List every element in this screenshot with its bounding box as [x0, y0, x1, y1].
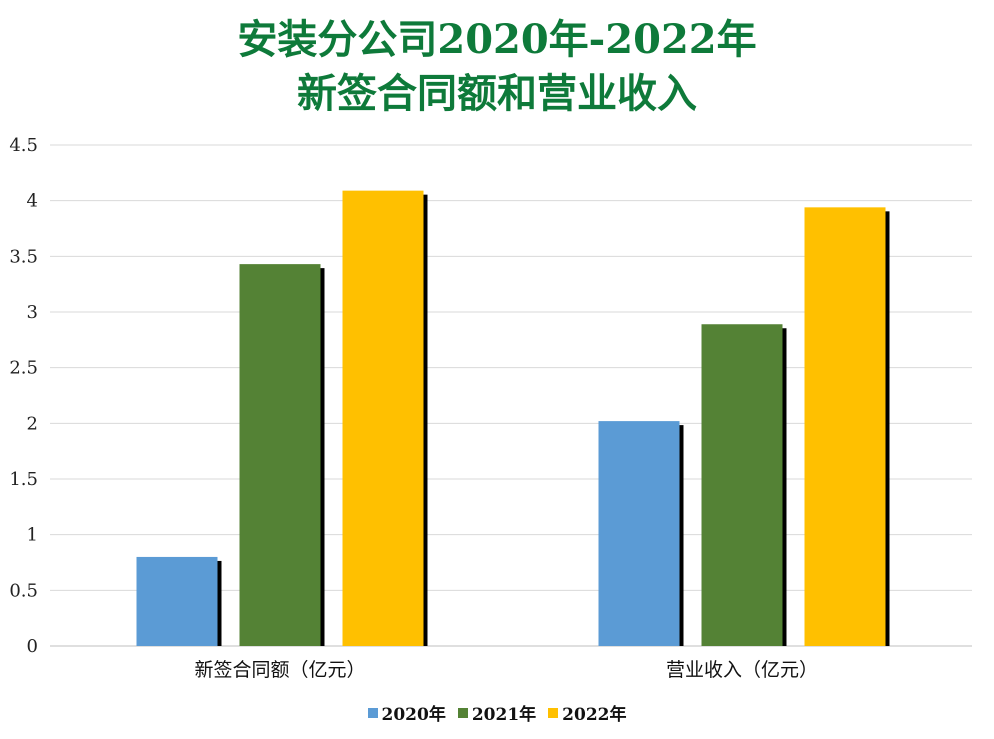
legend-swatch [457, 707, 468, 718]
x-category-label: 新签合同额（亿元） [194, 659, 365, 681]
bar [239, 264, 321, 646]
chart-title-line1: 安装分公司2020年-2022年 [237, 16, 757, 63]
x-category-label: 营业收入（亿元） [666, 659, 818, 681]
y-tick-label: 2 [27, 413, 38, 434]
chart-title-line2: 新签合同额和营业收入 [297, 70, 697, 117]
legend-item-2020: 2020年 [367, 700, 446, 725]
legend-swatch [367, 707, 378, 718]
bar [598, 421, 680, 646]
bar [136, 556, 218, 646]
y-tick-label: 0.5 [9, 580, 38, 601]
legend: 2020年 2021年 2022年 [0, 700, 994, 725]
y-tick-label: 3 [27, 302, 38, 323]
bar [342, 190, 424, 646]
y-tick-label: 0 [27, 636, 38, 657]
legend-swatch [548, 707, 559, 718]
y-tick-label: 4 [27, 191, 38, 212]
y-tick-label: 1 [27, 525, 38, 546]
legend-label: 2020年 [381, 705, 446, 725]
y-tick-label: 4.5 [9, 135, 38, 156]
legend-item-2022: 2022年 [548, 700, 626, 725]
legend-label: 2021年 [471, 705, 537, 725]
bar [701, 324, 783, 646]
legend-label: 2022年 [562, 705, 627, 725]
y-tick-label: 3.5 [9, 246, 38, 267]
legend-item-2021: 2021年 [457, 700, 537, 725]
y-tick-label: 1.5 [9, 469, 38, 490]
bar [804, 207, 886, 646]
y-tick-label: 2.5 [9, 358, 38, 379]
